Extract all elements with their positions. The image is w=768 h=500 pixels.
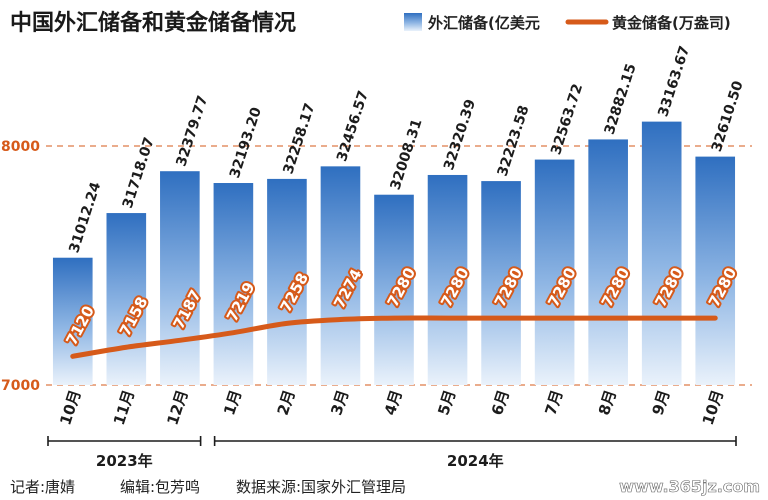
x-tick-7: 5月 bbox=[434, 388, 459, 418]
bar-label-8: 32223.58 bbox=[495, 103, 533, 178]
x-tick-5: 3月 bbox=[327, 388, 352, 418]
footer: 记者:唐婧 编辑:包芳鸣 数据来源:国家外汇管理局 www.365jz.com bbox=[10, 477, 760, 497]
x-axis-labels: 10月 11月 12月 1月 2月 3月 4月 5月 6月 7月 8月 9月 10月 bbox=[56, 388, 727, 428]
footer-editor: 编辑:包芳鸣 bbox=[120, 478, 200, 496]
bar-9 bbox=[534, 159, 575, 385]
bar-label-7: 32320.39 bbox=[441, 97, 479, 172]
x-tick-6: 4月 bbox=[381, 388, 406, 418]
gold-line bbox=[70, 315, 718, 359]
bar-11 bbox=[641, 121, 682, 386]
year-label-0: 2023年 bbox=[96, 452, 153, 470]
x-tick-2: 12月 bbox=[163, 388, 191, 428]
footer-source: 数据来源:国家外汇管理局 bbox=[236, 478, 406, 496]
year-groups: 2023年 2024年 bbox=[47, 436, 737, 470]
bar-label-10: 32882.15 bbox=[602, 62, 640, 137]
bar-label-4: 32258.17 bbox=[281, 101, 319, 176]
bar-12 bbox=[695, 156, 736, 385]
bar-6 bbox=[374, 194, 414, 385]
legend: 外汇储备(亿美元 黄金储备(万盎司) bbox=[404, 13, 731, 32]
bar-10 bbox=[588, 139, 628, 385]
x-tick-4: 2月 bbox=[274, 388, 299, 418]
legend-bar-swatch bbox=[404, 13, 422, 31]
y-tick-8000: 8000 bbox=[1, 139, 40, 155]
bar-label-3: 32193.20 bbox=[227, 105, 265, 180]
watermark: www.365jz.com bbox=[619, 477, 760, 496]
bar-label-11: 33163.67 bbox=[655, 44, 693, 119]
bar-5 bbox=[320, 166, 361, 385]
bar-2 bbox=[160, 171, 200, 385]
bar-label-5: 32456.57 bbox=[334, 89, 372, 164]
footer-reporter: 记者:唐婧 bbox=[10, 478, 75, 496]
x-tick-11: 9月 bbox=[649, 388, 674, 418]
bar-label-12: 32610.50 bbox=[709, 79, 747, 154]
bar-label-6: 32008.31 bbox=[388, 117, 426, 192]
x-tick-0: 10月 bbox=[56, 388, 84, 428]
chart-title: 中国外汇储备和黄金储备情况 bbox=[10, 10, 296, 36]
bar-8 bbox=[481, 181, 521, 385]
bars bbox=[52, 121, 736, 386]
legend-bar-label: 外汇储备(亿美元 bbox=[427, 14, 540, 32]
x-tick-3: 1月 bbox=[220, 388, 245, 418]
bar-0 bbox=[52, 257, 93, 385]
bar-3 bbox=[213, 183, 254, 385]
x-tick-9: 7月 bbox=[541, 388, 566, 418]
y-tick-7000: 7000 bbox=[1, 378, 40, 394]
bar-1 bbox=[106, 213, 147, 385]
x-tick-8: 6月 bbox=[488, 388, 513, 418]
legend-line-label: 黄金储备(万盎司) bbox=[612, 14, 731, 32]
x-tick-12: 10月 bbox=[699, 388, 727, 428]
y-axis-labels: 8000 7000 bbox=[1, 139, 40, 394]
bar-4 bbox=[267, 178, 307, 385]
gold-line-path bbox=[70, 315, 718, 359]
year-label-1: 2024年 bbox=[447, 452, 504, 470]
bar-label-1: 31718.07 bbox=[120, 135, 158, 210]
bar-7 bbox=[427, 174, 468, 385]
x-tick-10: 8月 bbox=[595, 388, 620, 418]
x-tick-1: 11月 bbox=[110, 388, 138, 428]
bar-label-2: 32379.77 bbox=[173, 94, 211, 169]
bar-label-0: 31012.24 bbox=[66, 180, 104, 255]
